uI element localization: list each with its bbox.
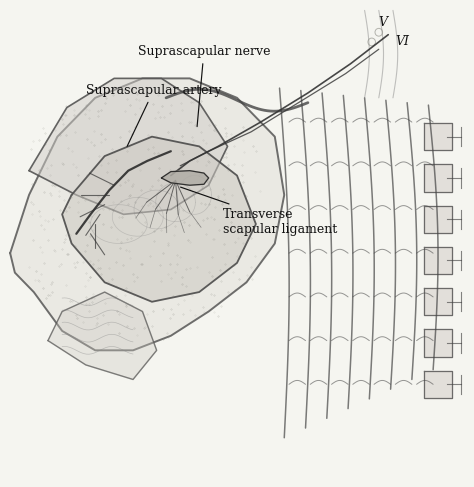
Polygon shape: [29, 78, 228, 214]
Polygon shape: [424, 371, 452, 398]
Polygon shape: [424, 206, 452, 233]
Polygon shape: [424, 288, 452, 316]
Polygon shape: [161, 170, 209, 185]
Text: VI: VI: [395, 36, 410, 49]
Polygon shape: [424, 247, 452, 274]
Polygon shape: [62, 137, 256, 302]
Text: V: V: [379, 16, 388, 29]
Polygon shape: [10, 78, 284, 350]
Polygon shape: [424, 329, 452, 356]
Text: Suprascapular artery: Suprascapular artery: [86, 84, 221, 146]
Text: Transverse
scapular ligament: Transverse scapular ligament: [181, 187, 337, 236]
Text: Suprascapular nerve: Suprascapular nerve: [137, 45, 270, 127]
Polygon shape: [424, 164, 452, 191]
Polygon shape: [424, 123, 452, 150]
Polygon shape: [48, 292, 156, 379]
